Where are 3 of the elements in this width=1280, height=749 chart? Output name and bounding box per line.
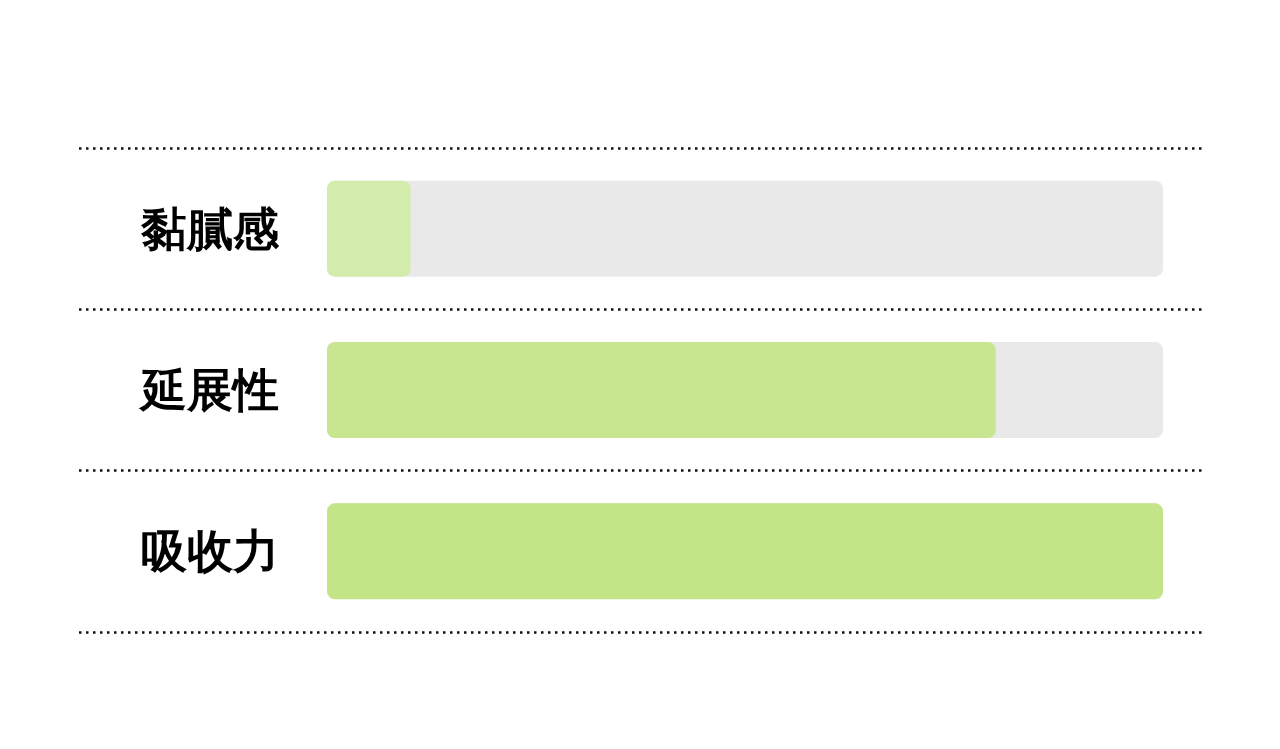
y-tick-label: 黏膩感 [140,201,280,256]
y-tick-label: 吸收力 [141,524,279,579]
y-tick-label: 延展性 [138,363,279,417]
